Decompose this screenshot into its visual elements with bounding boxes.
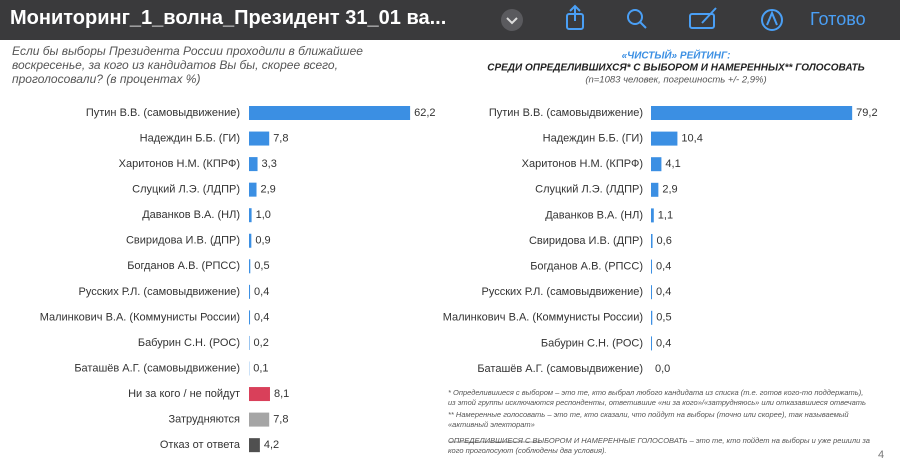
value-label: 2,9: [662, 184, 677, 196]
category-label: Слуцкий Л.Э. (ЛДПР): [535, 184, 643, 196]
toolbar-icons: [501, 4, 783, 31]
category-label: Харитонов Н.М. (КПРФ): [119, 158, 240, 170]
bar: [249, 438, 260, 453]
menu-button[interactable]: [501, 9, 523, 31]
category-label: Путин В.В. (самовыдвижение): [86, 107, 240, 119]
bar: [249, 387, 270, 402]
bar: [249, 233, 252, 248]
bar: [651, 208, 654, 223]
category-label: Малинкович В.А. (Коммунисты России): [40, 311, 240, 323]
bar: [651, 182, 659, 197]
category-label: Богданов А.В. (РПСС): [530, 261, 643, 273]
category-label: Путин В.В. (самовыдвижение): [489, 107, 643, 119]
category-label: Бабурин С.Н. (РОС): [541, 337, 643, 349]
value-label: 0,4: [656, 337, 671, 349]
value-label: 0,6: [657, 235, 672, 247]
bar: [651, 234, 653, 248]
value-label: 0,4: [656, 261, 671, 273]
bar: [651, 259, 653, 274]
category-label: Затрудняются: [168, 414, 240, 426]
value-label: 62,2: [414, 107, 435, 119]
category-label: Ни за кого / не пойдут: [128, 388, 240, 400]
footnote: ОПРЕДЕЛИВШИЕСЯ С ВЫБОРОМ И НАМЕРЕННЫЕ ГО…: [448, 436, 870, 455]
category-label: Надеждин Б.Б. (ГИ): [543, 133, 643, 145]
value-label: 0,4: [254, 286, 269, 298]
value-label: 0,2: [254, 337, 269, 349]
value-label: 0,9: [255, 235, 270, 247]
bar: [651, 131, 678, 146]
footnotes: * Определившиеся с выбором – это те, кто…: [448, 388, 873, 458]
category-label: Бабурин С.Н. (РОС): [138, 337, 240, 349]
chevron: [506, 17, 518, 25]
bar: [249, 106, 411, 120]
chart-subtitle: СРЕДИ ОПРЕДЕЛИВШИХСЯ* С ВЫБОРОМ И НАМЕРЕ…: [487, 63, 865, 74]
category-label: Богданов А.В. (РПСС): [127, 260, 240, 272]
value-label: 0,5: [254, 260, 269, 272]
value-label: 0,5: [656, 312, 671, 324]
markup-button[interactable]: [689, 7, 717, 29]
bar: [249, 335, 250, 350]
category-label: Русских Р.Л. (самовыдвижение): [79, 286, 240, 298]
value-label: 0,1: [253, 362, 268, 374]
footnote: ** Намеренные голосовать – это те, кто с…: [448, 410, 849, 429]
bar: [249, 131, 270, 146]
bar: [651, 157, 662, 172]
value-label: 8,1: [274, 388, 289, 400]
bar: [249, 310, 251, 325]
category-label: Даванков В.А. (НЛ): [545, 209, 643, 221]
category-label: Баташёв А.Г. (самовыдвижение): [477, 363, 643, 375]
app-bar: Мониторинг_1_волна_Президент 31_01 ва...…: [0, 0, 900, 40]
value-label: 0,0: [655, 363, 670, 375]
bar: [651, 336, 653, 351]
value-label: 10,4: [681, 133, 702, 145]
bar: [249, 157, 258, 172]
bar: [249, 208, 252, 223]
value-label: 0,4: [254, 311, 269, 323]
bar: [249, 412, 270, 427]
value-label: 79,2: [856, 107, 877, 119]
page-number: 4: [878, 449, 885, 461]
chart-note: (n=1083 человек, погрешность +/- 2,9%): [585, 75, 766, 86]
bar: [249, 284, 251, 299]
value-label: 7,8: [273, 132, 288, 144]
bar: [651, 310, 653, 325]
category-label: Надеждин Б.Б. (ГИ): [140, 132, 240, 144]
category-label: Отказ от ответа: [160, 439, 241, 451]
charts: «ЧИСТЫЙ» РЕЙТИНГ: СРЕДИ ОПРЕДЕЛИВШИХСЯ* …: [40, 49, 878, 453]
bar: [651, 285, 653, 300]
category-label: Русских Р.Л. (самовыдвижение): [482, 286, 643, 298]
value-label: 3,3: [262, 158, 277, 170]
annotate-button[interactable]: [761, 9, 783, 31]
value-label: 2,9: [261, 184, 276, 196]
value-label: 0,4: [656, 286, 671, 298]
value-label: 4,2: [264, 439, 279, 451]
value-label: 1,0: [256, 209, 271, 221]
share-button[interactable]: [566, 4, 584, 30]
category-label: Баташёв А.Г. (самовыдвижение): [74, 362, 240, 374]
footnote: * Определившиеся с выбором – это те, кто…: [448, 388, 866, 407]
value-label: 4,1: [665, 158, 680, 170]
category-label: Харитонов Н.М. (КПРФ): [522, 158, 643, 170]
bar: [249, 182, 257, 197]
search-button[interactable]: [627, 9, 647, 29]
value-label: 1,1: [658, 209, 673, 221]
bar: [249, 259, 251, 274]
category-label: Свиридова И.В. (ДПР): [529, 235, 643, 247]
document-title: Мониторинг_1_волна_Президент 31_01 ва...: [10, 7, 447, 29]
category-label: Слуцкий Л.Э. (ЛДПР): [132, 184, 240, 196]
bar: [651, 106, 853, 120]
done-button[interactable]: Готово: [810, 9, 866, 29]
chart-title: «ЧИСТЫЙ» РЕЙТИНГ:: [622, 49, 731, 62]
question-text: Если бы выборы Президента России проходи…: [12, 44, 363, 86]
category-label: Свиридова И.В. (ДПР): [126, 235, 240, 247]
category-label: Даванков В.А. (НЛ): [142, 209, 240, 221]
value-label: 7,8: [273, 414, 288, 426]
category-label: Малинкович В.А. (Коммунисты России): [443, 312, 643, 324]
